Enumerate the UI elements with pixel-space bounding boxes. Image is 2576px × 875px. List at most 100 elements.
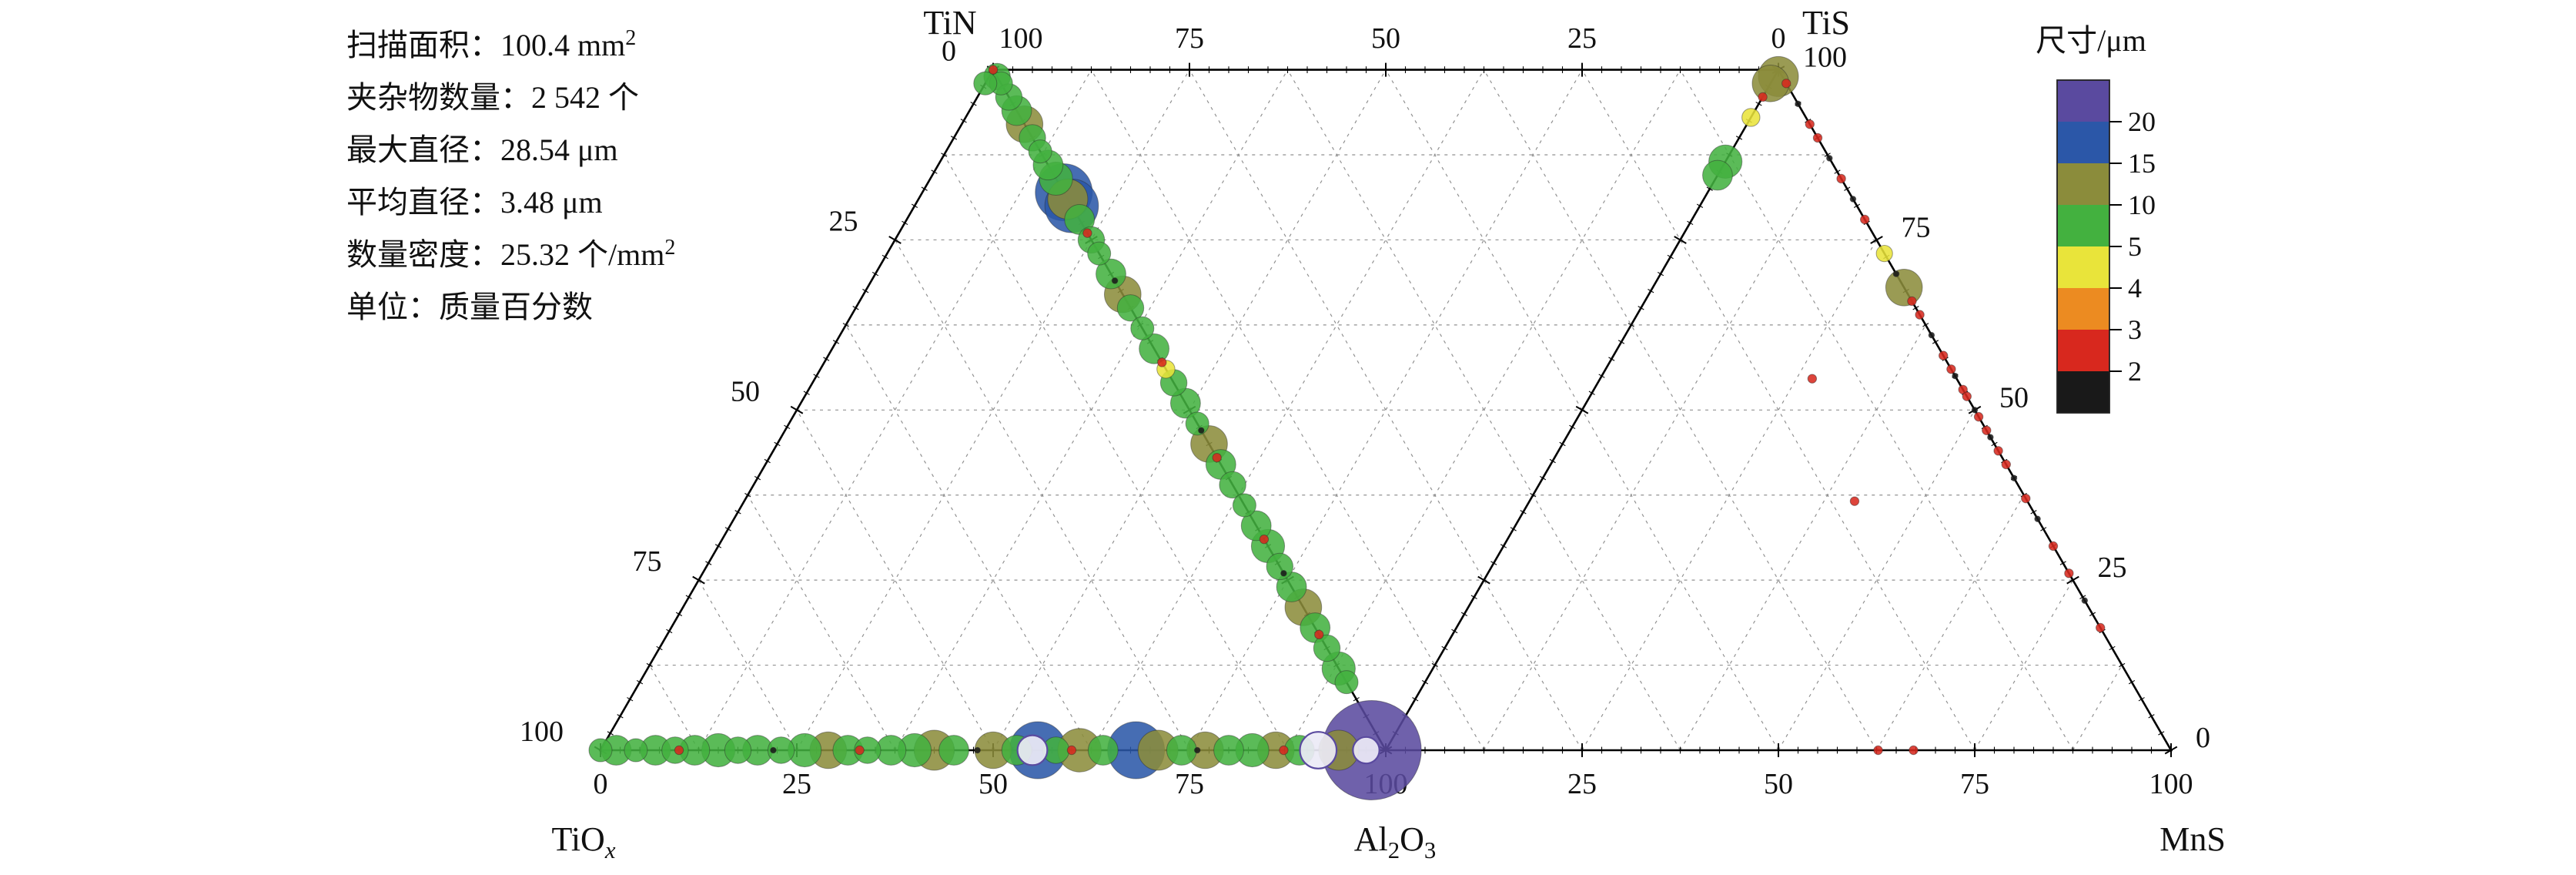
inclusion-bubble-halo: [1299, 731, 1338, 769]
minor-tick: [1912, 306, 1919, 310]
stats-line: 最大直径：28.54 μm: [346, 132, 618, 167]
minor-tick: [764, 458, 771, 464]
minor-tick: [1706, 186, 1713, 191]
major-tick: [1575, 405, 1589, 414]
inclusion-bubble: [2034, 515, 2041, 522]
gridline: [698, 579, 798, 751]
gridline: [1679, 69, 2074, 751]
minor-tick: [1638, 306, 1644, 310]
inclusion-bubble: [1232, 493, 1256, 518]
major-tick: [1674, 236, 1687, 244]
major-tick: [1477, 575, 1490, 585]
minor-tick: [636, 679, 644, 685]
minor-tick: [2158, 731, 2165, 736]
inclusion-bubble: [1928, 331, 1935, 339]
inclusion-bubble: [2010, 474, 2018, 481]
inclusion-bubble: [1130, 316, 1155, 340]
legend-bin-label: 15: [2128, 148, 2156, 179]
inclusion-bubble: [1836, 173, 1846, 184]
tick-label-right: 100: [1803, 42, 1847, 74]
inclusion-bubble: [1702, 159, 1733, 191]
minor-tick: [823, 357, 830, 361]
inclusion-bubble: [1805, 119, 1815, 129]
tick-label-bottom-right: 50: [1764, 768, 1793, 800]
corner-label-mns: MnS: [2159, 820, 2226, 858]
minor-tick: [1470, 595, 1477, 599]
minor-tick: [813, 374, 820, 378]
gridline: [1090, 69, 1485, 751]
minor-tick: [1834, 169, 1841, 174]
inclusion-bubble: [2064, 568, 2074, 578]
tick-label-right: 50: [1999, 381, 2029, 414]
minor-tick: [656, 645, 663, 651]
legend-swatch: [2057, 205, 2109, 246]
tick-label-right: 25: [2098, 551, 2127, 584]
inclusion-bubble: [1087, 735, 1119, 766]
inclusion-bubble: [1334, 670, 1359, 695]
minor-tick: [607, 731, 614, 736]
legend-swatch: [2057, 163, 2109, 205]
inclusion-bubble: [1111, 277, 1119, 284]
inclusion-bubble: [1946, 364, 1956, 374]
legend-swatch: [2057, 246, 2109, 288]
inclusion-bubble: [1266, 552, 1294, 581]
inclusion-bubble: [2021, 493, 2031, 504]
corner-label-tiox: TiOx: [551, 820, 615, 863]
inclusion-bubble: [770, 746, 777, 754]
minor-tick: [1598, 374, 1605, 378]
inclusion-bubble: [1849, 196, 1857, 203]
minor-tick: [2089, 612, 2096, 616]
inclusion-bubble: [1212, 452, 1222, 463]
minor-tick: [734, 510, 741, 515]
gridline: [1679, 324, 1926, 751]
corner-label-al2o3: Al2O3: [1354, 820, 1437, 863]
minor-tick: [1608, 357, 1615, 361]
gridline: [1286, 69, 1681, 751]
minor-tick: [911, 203, 918, 208]
stats-line: 扫描面积：100.4 mm2: [346, 26, 636, 62]
minor-tick: [1530, 493, 1537, 498]
minor-tick: [685, 595, 692, 599]
inclusion-bubble: [1313, 634, 1341, 662]
minor-tick: [2079, 595, 2086, 599]
minor-tick: [842, 323, 849, 327]
minor-tick: [862, 289, 869, 293]
inclusion-bubble: [1939, 350, 1949, 360]
inclusion-bubble-halo: [1352, 736, 1380, 765]
inclusion-bubble: [1096, 258, 1126, 290]
minor-tick: [1559, 441, 1566, 447]
inclusion-bubble: [1849, 496, 1860, 506]
inclusion-bubble: [855, 745, 865, 756]
minor-tick: [617, 714, 624, 719]
gridline: [1875, 494, 2025, 751]
inclusion-bubble: [1987, 434, 1994, 441]
minor-tick: [744, 493, 751, 498]
stats-line: 夹杂物数量：2 542 个: [346, 80, 639, 115]
gridline: [1189, 69, 1583, 751]
stats-line: 数量密度：25.32 个/mm2: [346, 236, 675, 272]
minor-tick: [1510, 527, 1517, 531]
inclusion-bubble: [1885, 268, 1923, 307]
inclusion-bubble-halo: [1016, 734, 1049, 766]
inclusion-bubble: [1971, 407, 1979, 414]
minor-tick: [803, 391, 810, 395]
inclusion-bubble: [1219, 471, 1246, 499]
minor-tick: [1431, 662, 1438, 668]
minor-tick: [714, 544, 722, 548]
minor-tick: [784, 424, 791, 430]
minor-tick: [1696, 203, 1704, 208]
minor-tick: [2128, 679, 2136, 685]
inclusion-bubble: [1082, 228, 1092, 238]
minor-tick: [2138, 697, 2145, 702]
minor-tick: [2148, 714, 2155, 719]
tick-label-bottom-left: 75: [1175, 768, 1204, 800]
legend-title: 尺寸/μm: [2036, 23, 2146, 58]
tick-label-right: 0: [2196, 722, 2210, 754]
minor-tick: [1520, 510, 1527, 515]
legend-swatch: [2057, 371, 2109, 413]
inclusion-bubble: [1758, 92, 1768, 102]
tick-label-left: 25: [829, 205, 858, 237]
legend-bin-label: 20: [2128, 106, 2156, 137]
